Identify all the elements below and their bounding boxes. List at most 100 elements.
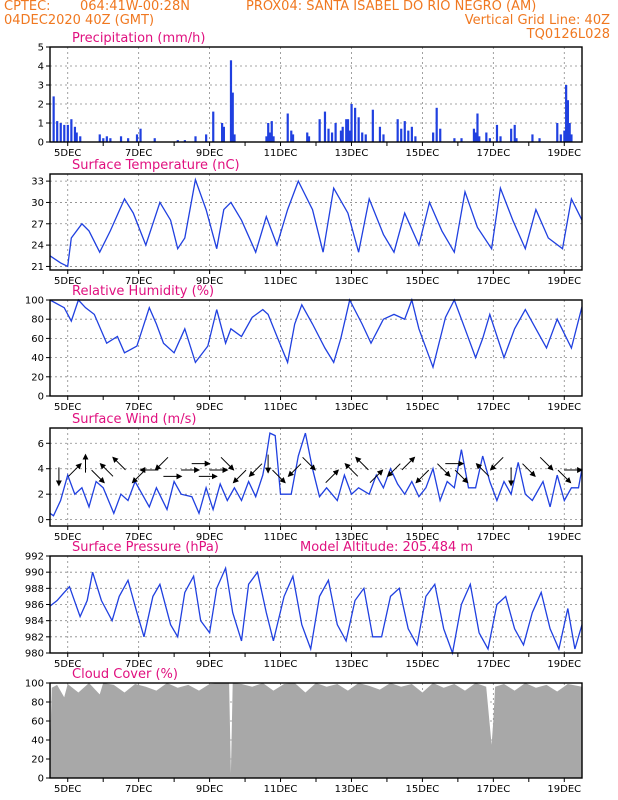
x-tick-label: 19DEC [547, 659, 581, 670]
precip-bar [364, 134, 367, 142]
wind-vector [232, 469, 247, 484]
precip-bar [515, 138, 518, 142]
precip-bar [357, 117, 360, 142]
y-tick-label: 990 [25, 568, 44, 579]
precip-bar [476, 113, 479, 142]
x-tick-label: 19DEC [547, 148, 581, 159]
y-tick-label: 100 [25, 296, 44, 307]
panel-frame [49, 299, 583, 397]
panel-1: Precipitation (mm/h) 0 1 2 3 4 5 5DEC 7DEC 9DEC 11… [38, 31, 583, 159]
x-tick-label: 9DEC [196, 532, 223, 543]
wind-vector [344, 462, 359, 477]
x-tick-label: 15DEC [406, 148, 440, 159]
precip-bar [109, 138, 112, 142]
precip-bar [348, 130, 351, 142]
precip-bar [488, 138, 491, 142]
x-tick-label: 11DEC [264, 784, 298, 795]
panel-frame [49, 173, 583, 271]
precip-bar [233, 134, 236, 142]
y-tick-label: 982 [25, 632, 44, 643]
precip-bar [268, 132, 272, 142]
precip-bar [566, 100, 570, 142]
wind-vector [302, 456, 316, 471]
precip-bar [556, 123, 559, 142]
precip-bar [323, 111, 327, 142]
x-tick-label: 15DEC [406, 784, 440, 795]
precip-bar [531, 134, 534, 142]
precip-bar [410, 126, 413, 142]
wind-vector [401, 456, 416, 471]
wind-vector [386, 463, 401, 478]
precip-bar [559, 134, 562, 142]
x-tick-label: 7DEC [125, 784, 152, 795]
wind-vector [475, 462, 490, 477]
y-tick-label: 2 [38, 490, 44, 501]
precip-bar [478, 136, 481, 142]
panel-4: Surface Wind (m/s) 0 2 4 6 5DEC 7DEC 9DEC 11DEC 1… [38, 412, 584, 543]
x-tick-label: 17DEC [476, 276, 510, 287]
precip-bar [327, 128, 330, 142]
panel-frame [49, 427, 583, 527]
y-tick-label: 100 [25, 679, 44, 690]
precip-bar [510, 128, 513, 142]
precip-bar [565, 85, 568, 142]
x-tick-label: 17DEC [476, 402, 510, 413]
y-tick-label: 20 [31, 372, 44, 383]
precip-bar [341, 126, 344, 142]
wind-vector [522, 463, 536, 478]
x-tick-label: 13DEC [335, 532, 369, 543]
precip-bar [407, 130, 410, 142]
precip-bar [513, 124, 516, 142]
wind-vector [287, 463, 302, 478]
precip-bar [286, 113, 289, 142]
precip-bar [350, 104, 353, 142]
precip-bar [127, 138, 130, 142]
x-tick-label: 5DEC [54, 784, 81, 795]
panel-title: Relative Humidity (%) [72, 284, 214, 299]
x-tick-label: 19DEC [547, 276, 581, 287]
precip-bar [75, 132, 78, 142]
wind-vector [369, 469, 384, 484]
precip-bar [222, 126, 225, 142]
series-line [49, 565, 583, 656]
y-tick-label: 27 [31, 219, 44, 230]
x-tick-label: 15DEC [406, 659, 440, 670]
y-tick-label: 40 [31, 736, 44, 747]
precip-bar [371, 109, 374, 142]
precip-bar [52, 96, 55, 142]
y-tick-label: 60 [31, 334, 44, 345]
x-tick-label: 13DEC [335, 148, 369, 159]
precip-bar [102, 138, 105, 142]
x-tick-label: 9DEC [196, 276, 223, 287]
y-tick-label: 0 [38, 774, 44, 785]
precip-bar [183, 140, 186, 142]
y-tick-label: 30 [31, 198, 44, 209]
y-tick-label: 980 [25, 649, 44, 660]
precip-bar [265, 136, 268, 142]
wind-vector [539, 456, 554, 471]
x-tick-label: 17DEC [476, 148, 510, 159]
precip-bar [139, 128, 142, 142]
precip-bar [153, 138, 156, 142]
x-tick-label: 5DEC [54, 148, 81, 159]
precip-bar [439, 128, 442, 142]
x-tick-label: 7DEC [125, 148, 152, 159]
panel-title: Cloud Cover (%) [72, 667, 178, 682]
wind-vector [272, 469, 286, 484]
panel-frame [49, 555, 583, 654]
y-tick-label: 2 [38, 100, 44, 111]
precip-bar [231, 92, 234, 142]
precip-bar [56, 121, 59, 142]
y-tick-label: 1 [38, 119, 44, 130]
x-tick-label: 11DEC [264, 532, 298, 543]
precip-bar [495, 124, 499, 142]
precip-bar [291, 134, 295, 142]
precip-bar [70, 119, 73, 142]
y-tick-label: 40 [31, 353, 44, 364]
wind-vector [68, 462, 82, 477]
x-tick-label: 11DEC [264, 148, 298, 159]
precip-bar [135, 134, 139, 142]
y-tick-label: 992 [25, 552, 44, 563]
x-tick-label: 17DEC [476, 532, 510, 543]
